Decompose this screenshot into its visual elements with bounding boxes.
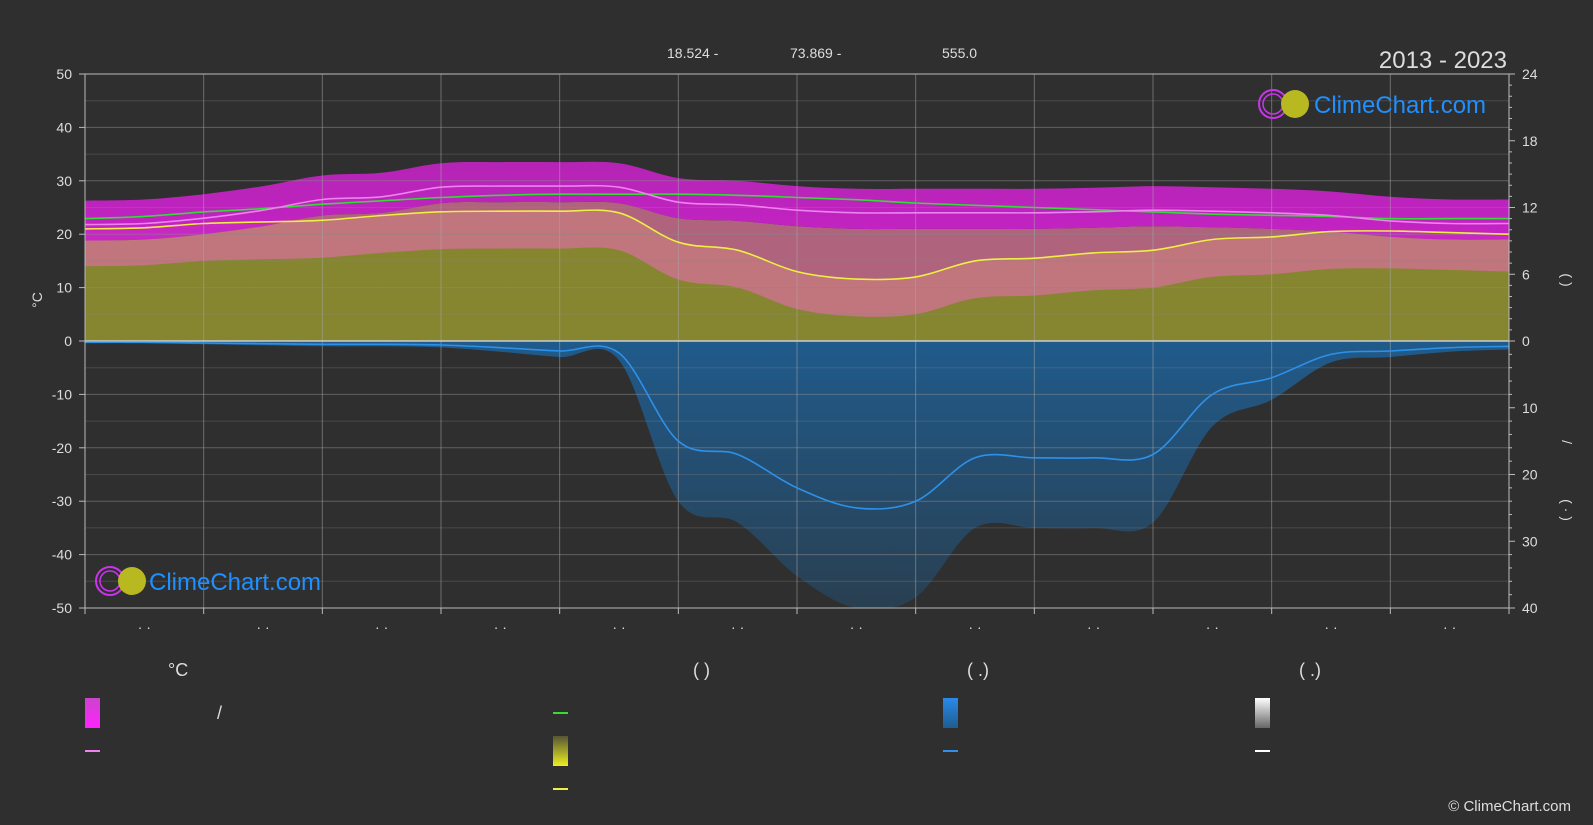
legend-heading: ( .) <box>1299 660 1321 680</box>
right-axis: 24 18 12 6 0 10 20 30 40 <box>1509 66 1538 616</box>
legend-swatch <box>85 750 100 752</box>
left-axis-tick-label: -30 <box>52 493 72 509</box>
x-axis-tick-label: · · <box>612 619 625 635</box>
x-axis-tick-label: · · <box>1324 619 1337 635</box>
x-axis-tick-label: · · <box>138 619 151 635</box>
left-axis-tick-label: 0 <box>64 333 72 349</box>
legend-swatch <box>1255 750 1270 752</box>
climate-chart: 18.524 - 73.869 - 555.0 2013 - 2023 50 40… <box>29 45 1575 635</box>
legend-heading: ( ) <box>693 660 710 680</box>
right-axis-top-label: ( ) <box>1559 273 1575 286</box>
legend-swatch <box>553 712 568 714</box>
x-axis-tick-label: · · <box>731 619 744 635</box>
legend-label: / <box>217 703 223 723</box>
legend-swatch <box>1255 698 1270 728</box>
x-axis-tick-label: · · <box>494 619 507 635</box>
sunshine-line <box>84 193 1509 220</box>
left-axis: 50 40 30 20 10 0 -10 -20 -30 -40 -50 <box>52 66 85 616</box>
brand-name-top: ClimeChart.com <box>1314 92 1486 119</box>
left-axis-tick-label: -10 <box>52 386 72 402</box>
right-axis-bottom-label: / <box>1559 440 1575 444</box>
right-axis-tick-label: 0 <box>1522 333 1530 349</box>
x-axis-tick-label: · · <box>1443 619 1456 635</box>
legend-swatch <box>85 698 100 728</box>
period-label: 2013 - 2023 <box>1379 47 1507 74</box>
left-axis-tick-label: 20 <box>56 226 72 242</box>
right-axis-bottom-label-2: ( · ) <box>1559 499 1575 521</box>
logo-sun-icon <box>1281 90 1309 118</box>
left-axis-tick-label: 30 <box>56 173 72 189</box>
x-axis-tick-label: · · <box>1087 619 1100 635</box>
left-axis-tick-label: -50 <box>52 600 72 616</box>
right-axis-tick-label: 20 <box>1522 467 1538 483</box>
copyright[interactable]: © ClimeChart.com <box>1448 798 1571 815</box>
brand-logo-bottom[interactable]: ClimeChart.com <box>95 566 321 596</box>
left-axis-tick-label: 10 <box>56 280 72 296</box>
x-axis-tick-label: · · <box>968 619 981 635</box>
left-axis-tick-label: -40 <box>52 547 72 563</box>
left-axis-label: °C <box>29 292 45 308</box>
x-axis-tick-label: · · <box>1206 619 1219 635</box>
latitude-label: 18.524 - <box>667 45 719 61</box>
longitude-label: 73.869 - <box>790 45 842 61</box>
right-axis-tick-label: 24 <box>1522 66 1538 82</box>
x-axis-tick-label: · · <box>375 619 388 635</box>
mean-temp-line <box>84 209 1510 281</box>
series-lines <box>84 184 1510 510</box>
logo-sun-icon <box>118 567 146 595</box>
right-axis-tick-label: 18 <box>1522 133 1538 149</box>
elevation-label: 555.0 <box>942 45 977 61</box>
mean-max-line <box>84 184 1510 226</box>
right-axis-tick-label: 10 <box>1522 400 1538 416</box>
precipitation-line <box>84 341 1510 510</box>
right-axis-tick-label: 12 <box>1522 200 1538 216</box>
right-axis-tick-label: 40 <box>1522 600 1538 616</box>
left-axis-tick-label: 40 <box>56 119 72 135</box>
legend-heading: ( .) <box>967 660 989 680</box>
legend-swatch <box>553 788 568 790</box>
right-axis-tick-label: 30 <box>1522 533 1538 549</box>
left-axis-tick-label: 50 <box>56 66 72 82</box>
legend-heading: °C <box>168 660 189 680</box>
x-axis-tick-label: · · <box>256 619 269 635</box>
legend-swatch <box>553 736 568 766</box>
x-axis: · · · · · · · · · · · · · · · · · · · · · · · · <box>84 608 1510 635</box>
brand-logo-top[interactable]: ClimeChart.com <box>1258 89 1486 119</box>
x-axis-tick-label: · · <box>850 619 863 635</box>
legend-swatch <box>943 750 958 752</box>
right-axis-tick-label: 6 <box>1522 266 1530 282</box>
brand-name-bottom: ClimeChart.com <box>149 569 321 596</box>
legend-swatch <box>943 698 958 728</box>
left-axis-tick-label: -20 <box>52 440 72 456</box>
legend: °C / ( ) ( .) ( .) <box>0 660 1593 810</box>
